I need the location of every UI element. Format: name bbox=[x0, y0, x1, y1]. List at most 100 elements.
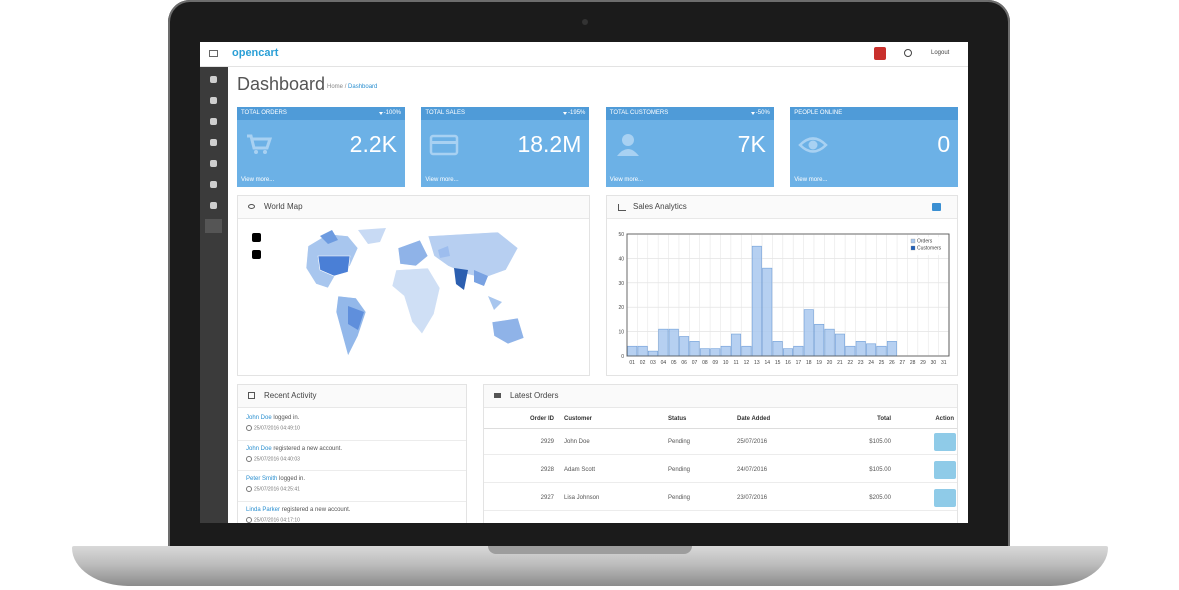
separator bbox=[238, 470, 466, 471]
breadcrumb-separator: / bbox=[344, 84, 347, 90]
separator bbox=[238, 439, 466, 441]
tile-value: 18.2M bbox=[517, 131, 582, 157]
order-cell: 24/07/2016 bbox=[737, 467, 768, 473]
x-tick-label: 24 bbox=[868, 360, 874, 366]
clock-icon bbox=[246, 455, 252, 462]
tile-header: TOTAL SALES -195% bbox=[421, 107, 590, 120]
x-tick-label: 18 bbox=[806, 360, 812, 366]
activity-user[interactable]: John Doe bbox=[246, 445, 272, 452]
separator bbox=[484, 454, 957, 455]
view-button[interactable] bbox=[934, 461, 956, 479]
x-tick-label: 27 bbox=[899, 360, 905, 366]
nav-icon[interactable] bbox=[210, 202, 217, 209]
view-more-link[interactable]: View more... bbox=[609, 177, 644, 183]
x-tick-label: 09 bbox=[713, 360, 719, 366]
bar bbox=[710, 348, 721, 357]
tile-header: TOTAL CUSTOMERS -50% bbox=[605, 107, 774, 120]
bar bbox=[699, 348, 710, 357]
bar bbox=[720, 345, 731, 357]
bar bbox=[668, 328, 679, 357]
clock-icon bbox=[246, 486, 252, 492]
column-header: Total bbox=[877, 416, 891, 422]
activity-user[interactable]: Peter Smith bbox=[246, 476, 278, 482]
view-more-link[interactable]: View more... bbox=[794, 177, 828, 183]
bar bbox=[647, 350, 658, 357]
bar bbox=[783, 348, 793, 357]
breadcrumb-item[interactable]: Dashboard bbox=[348, 84, 378, 90]
activity-time: 25/07/2016 04:25:41 bbox=[246, 486, 300, 492]
settings-icon[interactable] bbox=[904, 49, 912, 57]
x-tick-label: 08 bbox=[702, 360, 708, 366]
separator bbox=[484, 482, 957, 483]
nav-active[interactable] bbox=[205, 219, 222, 233]
column-header: Date Added bbox=[737, 416, 771, 422]
y-tick-label: 40 bbox=[618, 256, 624, 262]
notification-icon[interactable] bbox=[874, 47, 886, 60]
panel-header: Recent Activity bbox=[238, 385, 466, 408]
bar bbox=[637, 345, 648, 357]
tile-header: PEOPLE ONLINE bbox=[790, 107, 959, 120]
tile-value: 2.2K bbox=[349, 131, 397, 157]
order-cell: 2929 bbox=[540, 439, 554, 445]
eye-icon bbox=[248, 204, 255, 209]
nav-icon[interactable] bbox=[210, 118, 217, 125]
bar bbox=[679, 336, 690, 357]
view-button[interactable] bbox=[934, 433, 956, 451]
top-bar: opencart Logout bbox=[200, 42, 968, 67]
activity-time: 25/07/2016 04:49:10 bbox=[246, 425, 300, 431]
activity-user[interactable]: John Doe bbox=[246, 415, 272, 421]
x-tick-label: 04 bbox=[661, 360, 667, 366]
page-title: Dashboard bbox=[237, 74, 326, 94]
range-picker[interactable] bbox=[932, 203, 941, 211]
x-tick-label: 03 bbox=[650, 360, 656, 366]
activity-time-text: 25/07/2016 04:17:10 bbox=[254, 516, 300, 523]
tile-label: TOTAL SALES bbox=[425, 110, 465, 116]
logout-link[interactable]: Logout bbox=[931, 50, 950, 56]
x-tick-label: 19 bbox=[816, 360, 822, 366]
activity-text: registered a new account. bbox=[281, 506, 351, 513]
sidebar bbox=[200, 67, 228, 523]
y-tick-label: 20 bbox=[618, 305, 624, 311]
menu-toggle[interactable] bbox=[209, 50, 218, 57]
nav-icon[interactable] bbox=[210, 139, 217, 146]
activity-text: logged in. bbox=[273, 415, 300, 421]
y-tick-label: 30 bbox=[618, 281, 624, 287]
view-button[interactable] bbox=[934, 489, 956, 507]
activity-time: 25/07/2016 04:17:10 bbox=[246, 516, 300, 523]
caret bbox=[378, 112, 383, 115]
tile-label: TOTAL ORDERS bbox=[241, 110, 287, 116]
panel-header: World Map bbox=[238, 196, 589, 219]
bar bbox=[803, 309, 814, 357]
legend-swatch bbox=[910, 245, 916, 251]
panel-header: Latest Orders bbox=[484, 385, 957, 408]
activity-user[interactable]: Linda Parker bbox=[246, 506, 281, 513]
cart-icon bbox=[494, 393, 501, 398]
nav-icon[interactable] bbox=[210, 97, 217, 104]
view-more-link[interactable]: View more... bbox=[425, 177, 459, 183]
panel-header: Sales Analytics bbox=[607, 196, 957, 219]
logo[interactable]: opencart bbox=[232, 47, 279, 59]
latest-orders-panel: Latest Orders Order ID Customer Status Date… bbox=[483, 384, 958, 523]
tile-icon bbox=[247, 134, 273, 154]
nav-icon[interactable] bbox=[210, 181, 217, 188]
zoom-in[interactable] bbox=[252, 233, 261, 242]
view-more-link[interactable]: View more... bbox=[241, 177, 275, 183]
order-cell: Lisa Johnson bbox=[564, 495, 600, 501]
order-cell: 25/07/2016 bbox=[737, 439, 768, 445]
order-cell: $205.00 bbox=[869, 495, 891, 501]
bar bbox=[886, 341, 897, 357]
x-tick-label: 30 bbox=[931, 360, 937, 366]
nav-icon[interactable] bbox=[210, 160, 217, 167]
order-cell: $105.00 bbox=[869, 467, 891, 473]
world-map-panel: World Map bbox=[237, 195, 590, 376]
tile-change: -50% bbox=[750, 107, 770, 120]
x-tick-label: 07 bbox=[692, 360, 698, 366]
x-tick-label: 28 bbox=[910, 360, 916, 366]
order-cell: Adam Scott bbox=[564, 467, 596, 473]
zoom-out[interactable] bbox=[252, 250, 261, 259]
breadcrumb-item[interactable]: Home bbox=[327, 84, 344, 90]
nav-icon[interactable] bbox=[210, 76, 217, 83]
x-tick-label: 12 bbox=[744, 360, 750, 366]
tile-change: -195% bbox=[563, 107, 585, 120]
